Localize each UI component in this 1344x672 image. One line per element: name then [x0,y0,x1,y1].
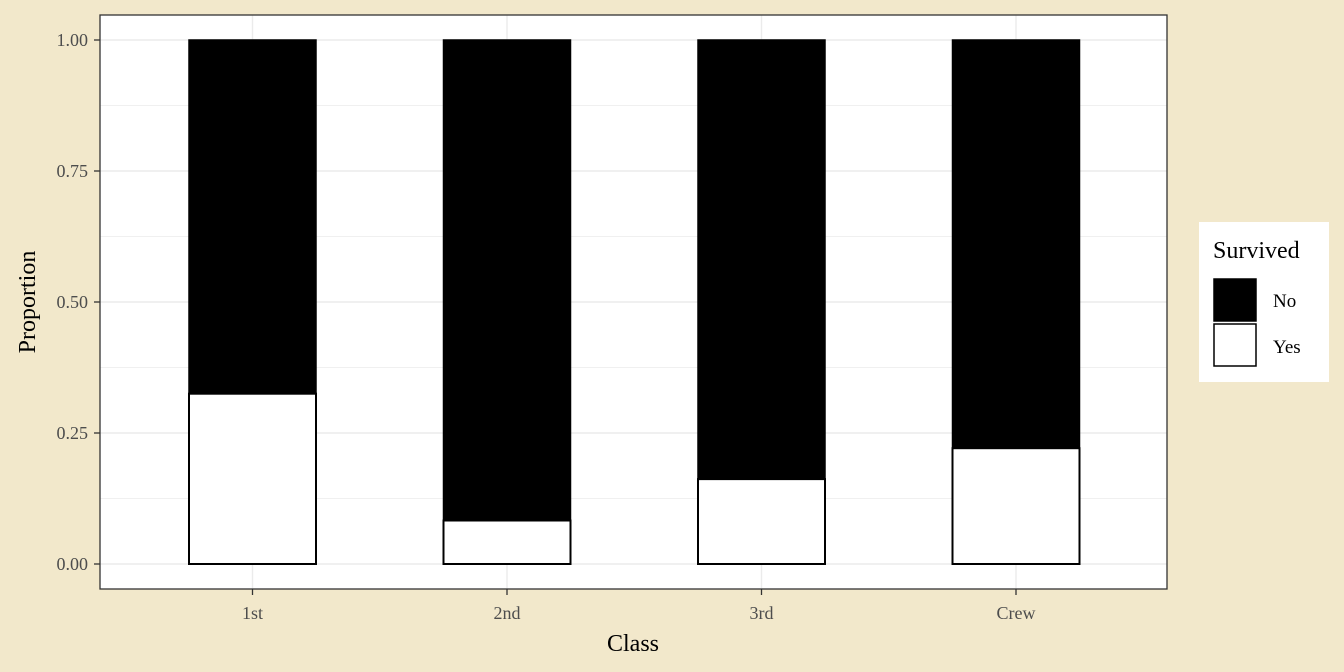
legend-key-no [1213,278,1257,322]
bar-yes-1st [188,392,317,566]
bar-yes-2nd [442,519,572,565]
legend-key-yes [1213,323,1257,367]
x-tick-label: 3rd [750,603,774,623]
bar-no-crew [951,39,1081,449]
bar-no-3rd [697,39,826,480]
legend: Survived No Yes [1199,222,1329,382]
x-tick-label: 2nd [494,603,521,623]
y-axis-title: Proportion [15,251,41,354]
legend-label-yes: Yes [1273,337,1301,358]
bar-yes-crew [951,447,1081,566]
x-axis-ticks: 1st 2nd 3rd Crew [242,589,1036,623]
x-axis-title: Class [607,631,659,657]
bars [188,39,1081,566]
y-axis-ticks: 0.00 0.25 0.50 0.75 1.00 [57,30,100,574]
y-tick-label: 0.75 [57,161,89,181]
legend-title: Survived [1213,238,1300,264]
bar-no-2nd [442,39,572,522]
y-tick-label: 0.00 [57,554,89,574]
legend-label-no: No [1273,291,1296,312]
x-tick-label: Crew [997,603,1036,623]
bar-no-1st [188,39,317,395]
x-tick-label: 1st [242,603,263,623]
bar-yes-3rd [697,478,826,565]
y-tick-label: 0.50 [57,292,89,312]
y-tick-label: 1.00 [57,30,89,50]
y-tick-label: 0.25 [57,423,89,443]
